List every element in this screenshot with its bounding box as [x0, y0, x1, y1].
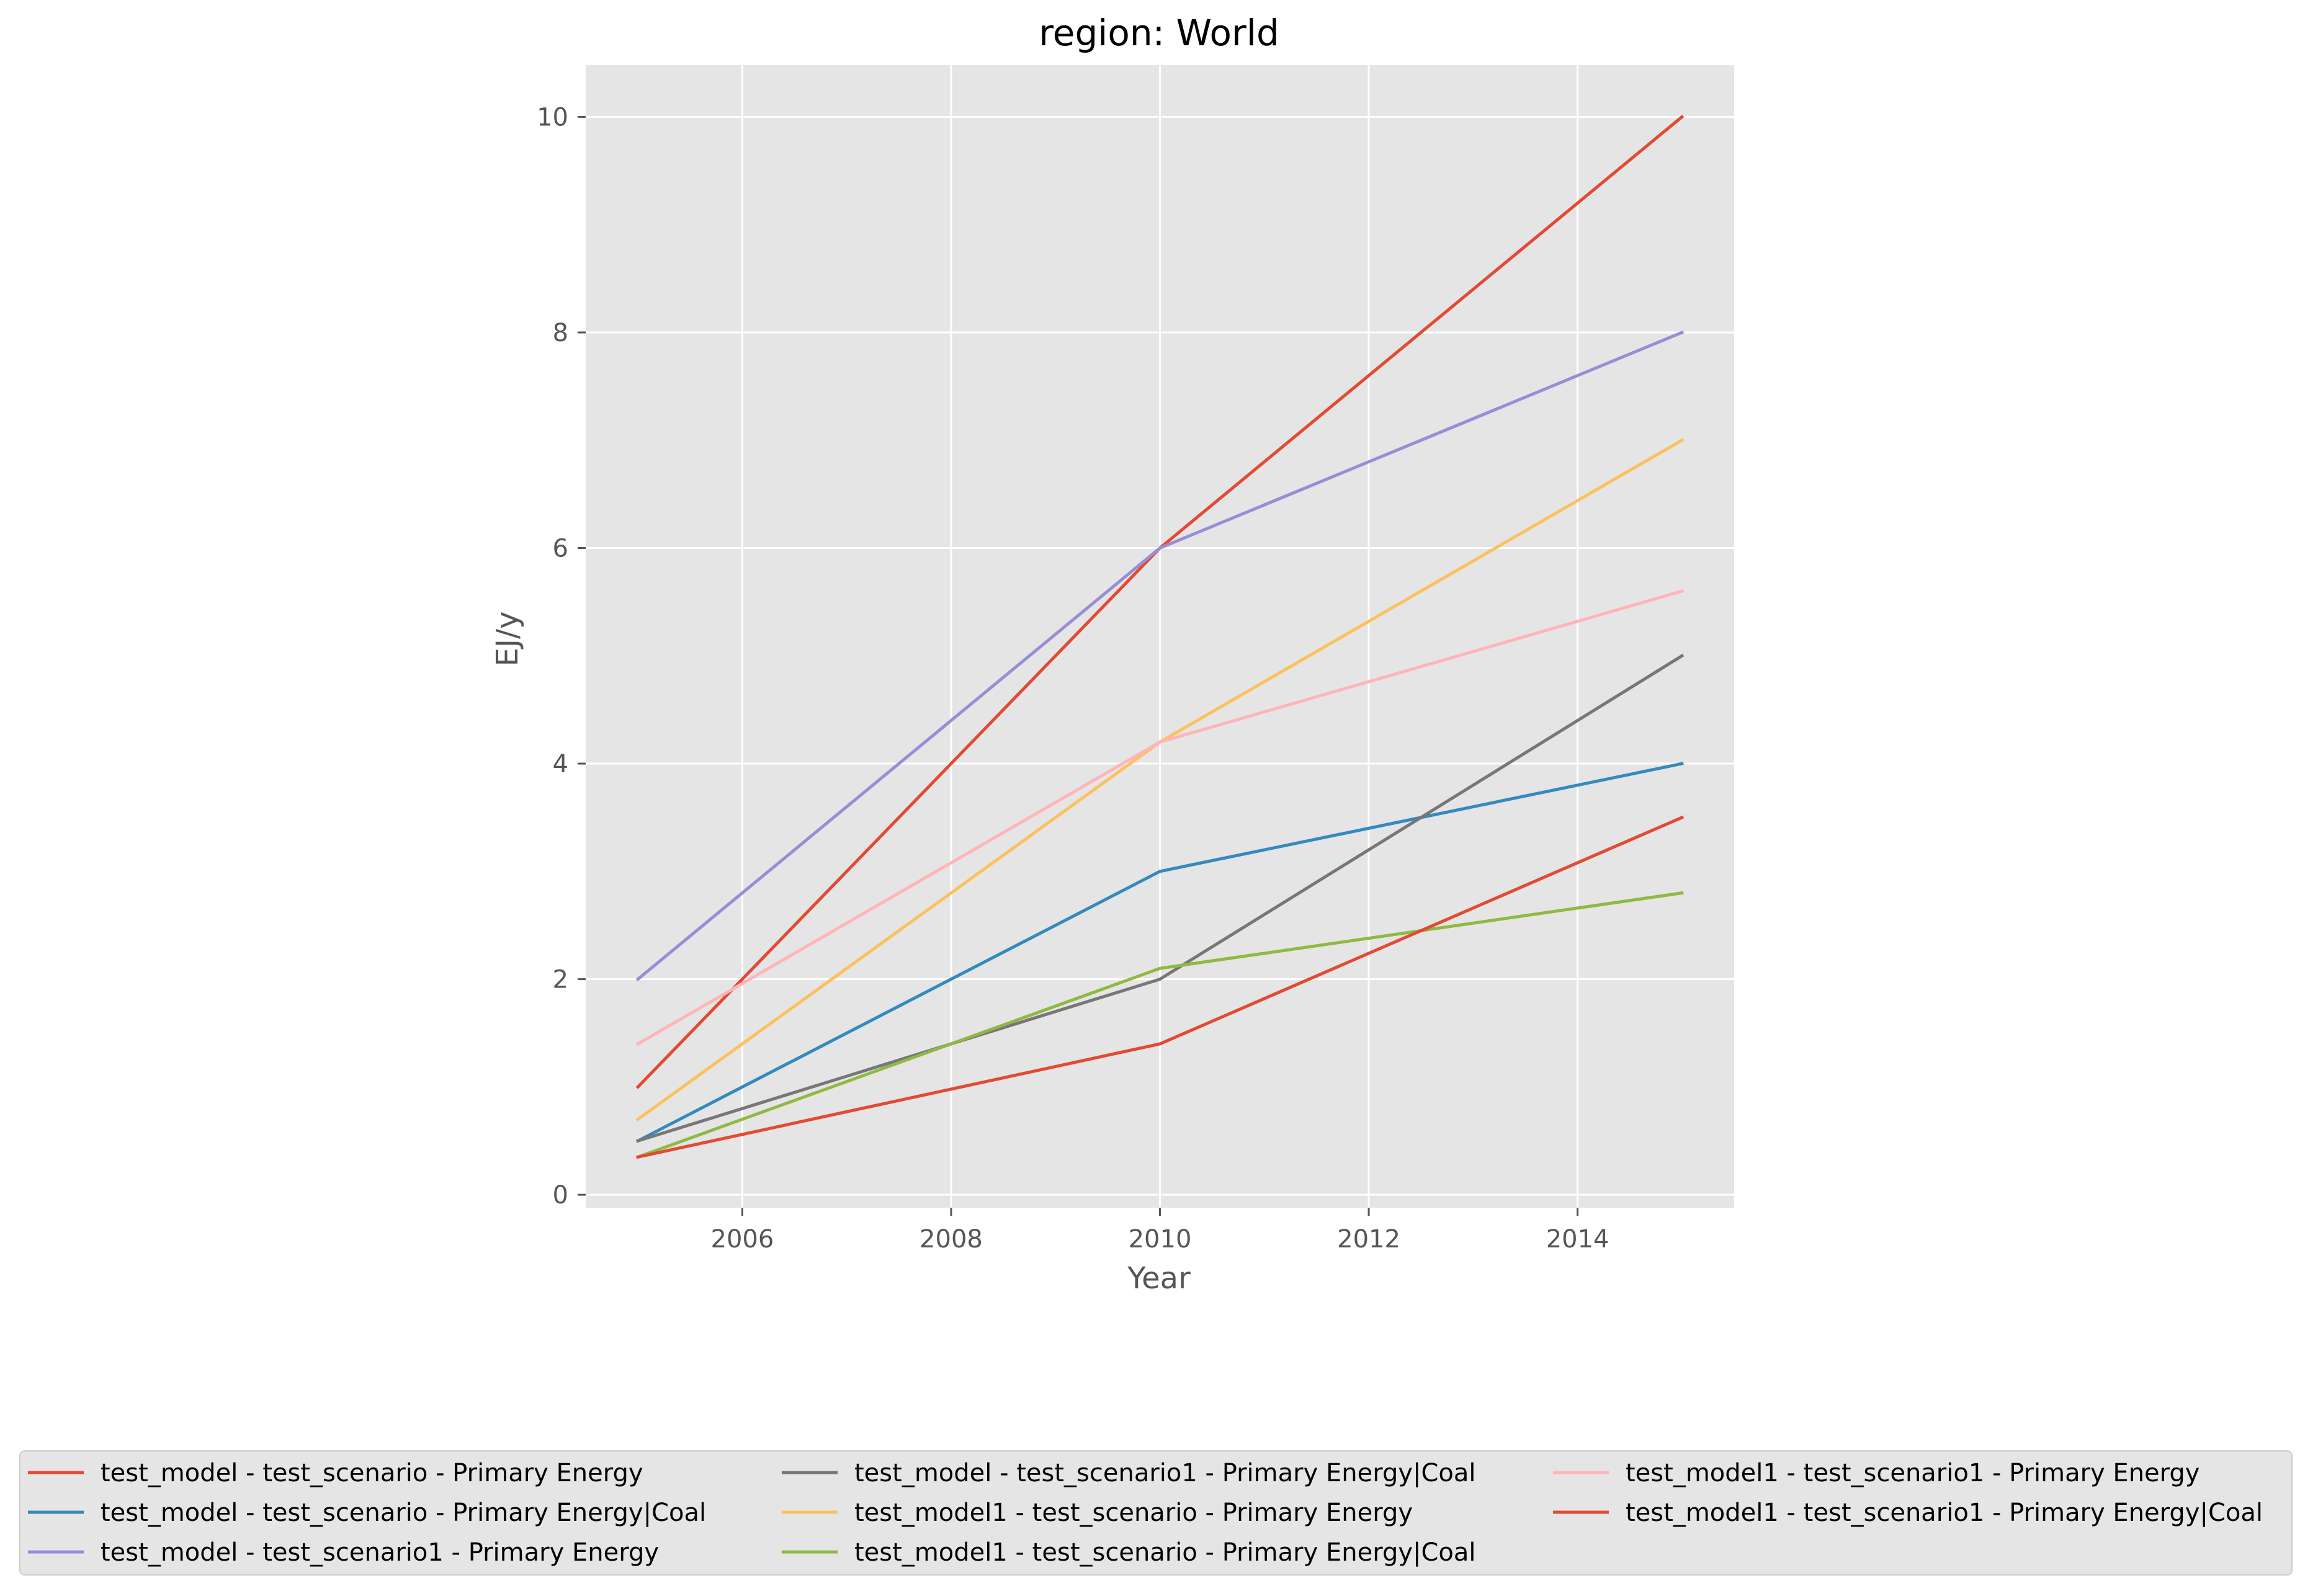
y-tick-label: 0: [553, 1181, 568, 1210]
legend-label: test_model - test_scenario - Primary Ene…: [101, 1499, 706, 1527]
legend: test_model - test_scenario - Primary Ene…: [19, 1450, 2293, 1576]
series-line-4: [635, 653, 1685, 1143]
legend-entry-6: test_model1 - test_scenario - Primary En…: [782, 1538, 1476, 1567]
y-tick-label: 2: [553, 966, 568, 994]
x-tick-label: 2008: [920, 1225, 983, 1254]
legend-label: test_model1 - test_scenario1 - Primary E…: [1626, 1499, 2263, 1527]
y-tick-label: 8: [553, 319, 568, 347]
legend-label: test_model - test_scenario - Primary Ene…: [101, 1459, 643, 1487]
legend-box: [19, 1450, 2293, 1576]
series-line-8: [636, 815, 1685, 1159]
x-tick-label: 2014: [1546, 1225, 1609, 1254]
legend-entry-3: test_model - test_scenario1 - Primary En…: [28, 1538, 659, 1567]
legend-entry-5: test_model1 - test_scenario - Primary En…: [782, 1499, 1413, 1527]
legend-label: test_model1 - test_scenario - Primary En…: [854, 1538, 1476, 1567]
x-tick-label: 2006: [711, 1225, 774, 1254]
legend-entry-2: test_model - test_scenario - Primary Ene…: [28, 1499, 706, 1527]
legend-entry-7: test_model1 - test_scenario1 - Primary E…: [1553, 1459, 2199, 1487]
series-line-7: [635, 589, 1684, 1046]
series-line-3: [635, 330, 1685, 982]
legend-label: test_model - test_scenario1 - Primary En…: [101, 1538, 659, 1567]
x-axis-label: Year: [1127, 1261, 1191, 1296]
plot-area: 2006 2008 2010 2012 2014 0 2 4 6 8 10: [537, 65, 1734, 1254]
x-tick-label: 2012: [1337, 1225, 1400, 1254]
y-axis-label: EJ/y: [490, 611, 525, 666]
chart-title: region: World: [1039, 12, 1279, 54]
legend-entry-1: test_model - test_scenario - Primary Ene…: [28, 1459, 643, 1487]
legend-label: test_model - test_scenario1 - Primary En…: [854, 1459, 1476, 1487]
series-line-6: [635, 891, 1684, 1159]
series-line-2: [635, 762, 1684, 1143]
legend-entry-4: test_model - test_scenario1 - Primary En…: [782, 1459, 1476, 1487]
legend-label: test_model1 - test_scenario1 - Primary E…: [1626, 1459, 2199, 1487]
x-tick-label: 2010: [1129, 1225, 1192, 1254]
y-tick-label: 4: [553, 750, 568, 778]
y-tick-label: 6: [553, 535, 568, 563]
legend-entry-8: test_model1 - test_scenario1 - Primary E…: [1553, 1499, 2263, 1527]
legend-label: test_model1 - test_scenario - Primary En…: [854, 1499, 1413, 1527]
y-tick-label: 10: [537, 103, 568, 132]
